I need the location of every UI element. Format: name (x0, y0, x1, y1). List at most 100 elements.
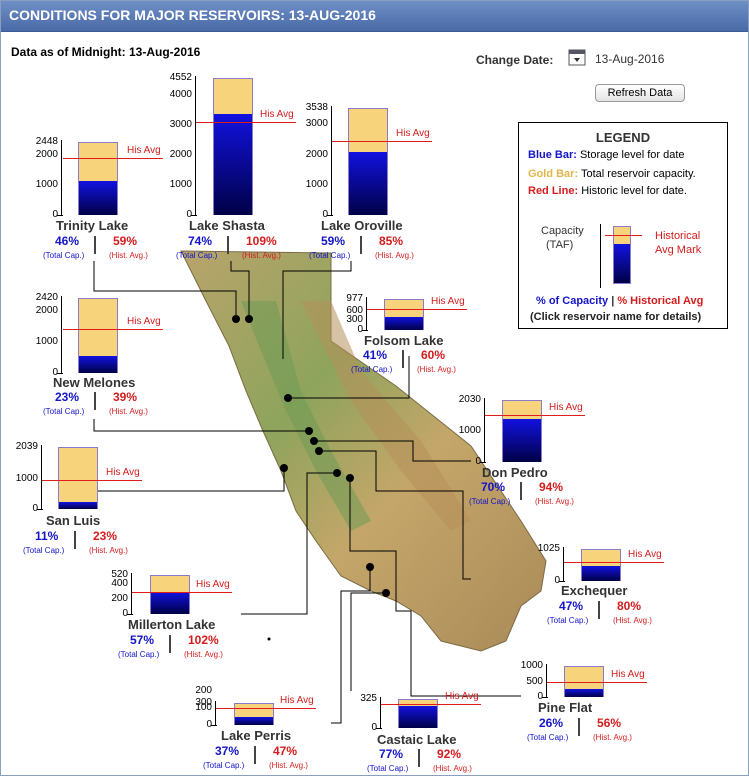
legend-pipe: | (611, 295, 615, 307)
castaic-lake-hist-avg-label: His Avg (445, 691, 479, 702)
trinity-lake-tick-label: 2448 (35, 136, 58, 147)
don-pedro-hist-avg-line (485, 415, 585, 416)
san-luis-y-axis (41, 445, 42, 509)
don-pedro-hist-avg-label: His Avg (549, 402, 583, 413)
san-luis-separator (74, 531, 76, 549)
lake-perris-hist-avg-line (216, 708, 316, 709)
new-melones-separator (94, 392, 96, 410)
castaic-lake-hist-avg-note: (Hist. Avg.) (433, 764, 472, 773)
castaic-lake-baseline (376, 728, 382, 729)
san-luis-capacity-bar (58, 447, 98, 509)
don-pedro-y-axis (484, 398, 485, 462)
refresh-data-button[interactable]: Refresh Data (595, 84, 685, 102)
lake-perris-storage-bar (235, 717, 273, 725)
millerton-lake-total-cap-note: (Total Cap.) (118, 650, 160, 659)
pine-flat-y-axis (546, 664, 547, 697)
lake-oroville-separator (360, 236, 362, 254)
lake-shasta-tick-label: 3000 (169, 119, 192, 130)
pine-flat-tick-label: 1000 (520, 660, 543, 671)
exchequer-hist-avg-line (564, 562, 664, 563)
new-melones-hist-avg-line (63, 329, 163, 330)
pine-flat-baseline (542, 697, 548, 698)
lake-perris-tick-label: 0 (206, 719, 212, 730)
castaic-lake-storage-bar (399, 706, 437, 728)
new-melones-tick-label: 0 (52, 367, 58, 378)
millerton-lake-storage-bar (151, 592, 189, 614)
san-luis-pct-capacity: 11% (35, 529, 59, 543)
trinity-lake-hist-avg-note: (Hist. Avg.) (109, 251, 148, 260)
lake-shasta-name-link[interactable]: Lake Shasta (189, 218, 265, 233)
lake-oroville-name-link[interactable]: Lake Oroville (321, 218, 403, 233)
millerton-lake-tick-label: 400 (111, 578, 128, 589)
new-melones-baseline (57, 373, 63, 374)
don-pedro-name-link[interactable]: Don Pedro (482, 465, 548, 480)
legend-click-note: (Click reservoir name for details) (530, 311, 702, 323)
reservoir-dots (232, 315, 390, 597)
lake-perris-tick-label: 100 (195, 702, 212, 713)
folsom-lake-tick-label: 300 (346, 314, 363, 325)
folsom-lake-hist-avg-label: His Avg (431, 296, 465, 307)
trinity-lake-hist-avg-line (63, 158, 163, 159)
trinity-lake-name-link[interactable]: Trinity Lake (56, 218, 129, 233)
exchequer-pct-capacity: 47% (559, 599, 584, 613)
new-melones-name-link[interactable]: New Melones (53, 375, 136, 390)
don-pedro-baseline (480, 462, 486, 463)
lake-shasta-tick-label: 4552 (169, 72, 192, 83)
lake-perris-separator (254, 746, 256, 764)
exchequer-total-cap-note: (Total Cap.) (547, 616, 589, 625)
san-luis-baseline (37, 509, 43, 510)
exchequer-tick-label: 1025 (537, 543, 560, 554)
pine-flat-hist-avg-line (547, 682, 647, 683)
pine-flat-tick-label: 0 (537, 691, 543, 702)
new-melones-total-cap-note: (Total Cap.) (43, 407, 85, 416)
pine-flat-total-cap-note: (Total Cap.) (527, 733, 569, 742)
trinity-lake-storage-bar (79, 181, 117, 215)
legend-red-desc: Historic level for date. (581, 185, 687, 197)
lake-shasta-pct-capacity: 74% (188, 234, 213, 248)
legend-taf-label: (TAF) (546, 239, 574, 251)
new-melones-pct-capacity: 23% (55, 390, 80, 404)
millerton-lake-name-link[interactable]: Millerton Lake (128, 617, 216, 632)
lake-shasta-hist-avg-note: (Hist. Avg.) (242, 251, 281, 260)
folsom-lake-separator (402, 350, 404, 368)
lake-shasta-pct-hist-avg: 109% (246, 234, 277, 248)
castaic-lake-name-link[interactable]: Castaic Lake (377, 732, 457, 747)
pine-flat-name-link[interactable]: Pine Flat (538, 700, 593, 715)
san-luis-name-link[interactable]: San Luis (46, 513, 101, 528)
folsom-lake-tick-label: 977 (346, 293, 363, 304)
trinity-lake-tick-label: 1000 (35, 179, 58, 190)
exchequer-hist-avg-note: (Hist. Avg.) (613, 616, 652, 625)
exchequer-y-axis (563, 547, 564, 581)
folsom-lake-pct-hist-avg: 60% (421, 348, 446, 362)
san-luis-hist-avg-note: (Hist. Avg.) (89, 546, 128, 555)
millerton-lake-separator (169, 635, 171, 653)
don-pedro-hist-avg-note: (Hist. Avg.) (535, 497, 574, 506)
calendar-icon[interactable] (568, 48, 586, 66)
title-bar: CONDITIONS FOR MAJOR RESERVOIRS: 13-AUG-… (1, 1, 748, 32)
millerton-lake-hist-avg-line (132, 592, 232, 593)
lake-perris-total-cap-note: (Total Cap.) (203, 761, 245, 770)
trinity-lake-tick-label: 0 (52, 209, 58, 220)
san-luis-tick-label: 0 (32, 503, 38, 514)
new-melones-pct-hist-avg: 39% (113, 390, 138, 404)
lake-shasta-hist-avg-label: His Avg (260, 109, 294, 120)
legend-hist-mark-1: Historical (655, 230, 701, 242)
legend-axis (600, 224, 601, 288)
lake-shasta-storage-bar (214, 114, 252, 215)
pine-flat-storage-bar (565, 689, 603, 697)
lake-perris-tick-label: 200 (195, 685, 212, 696)
folsom-lake-name-link[interactable]: Folsom Lake (364, 333, 444, 348)
trinity-lake-total-cap-note: (Total Cap.) (43, 251, 85, 260)
folsom-lake-hist-avg-line (367, 309, 467, 310)
don-pedro-tick-label: 1000 (458, 425, 481, 436)
castaic-lake-total-cap-note: (Total Cap.) (367, 764, 409, 773)
folsom-lake-hist-avg-note: (Hist. Avg.) (417, 365, 456, 374)
lake-shasta-tick-label: 1000 (169, 179, 192, 190)
legend-blue-desc: Storage level for date (579, 149, 685, 161)
lake-perris-name-link[interactable]: Lake Perris (221, 728, 292, 743)
lake-shasta-tick-label: 0 (186, 209, 192, 220)
lake-oroville-tick-label: 0 (322, 209, 328, 220)
exchequer-name-link[interactable]: Exchequer (561, 583, 628, 598)
legend-hist-mark-2: Avg Mark (655, 244, 702, 256)
san-luis-tick-label: 1000 (15, 473, 38, 484)
